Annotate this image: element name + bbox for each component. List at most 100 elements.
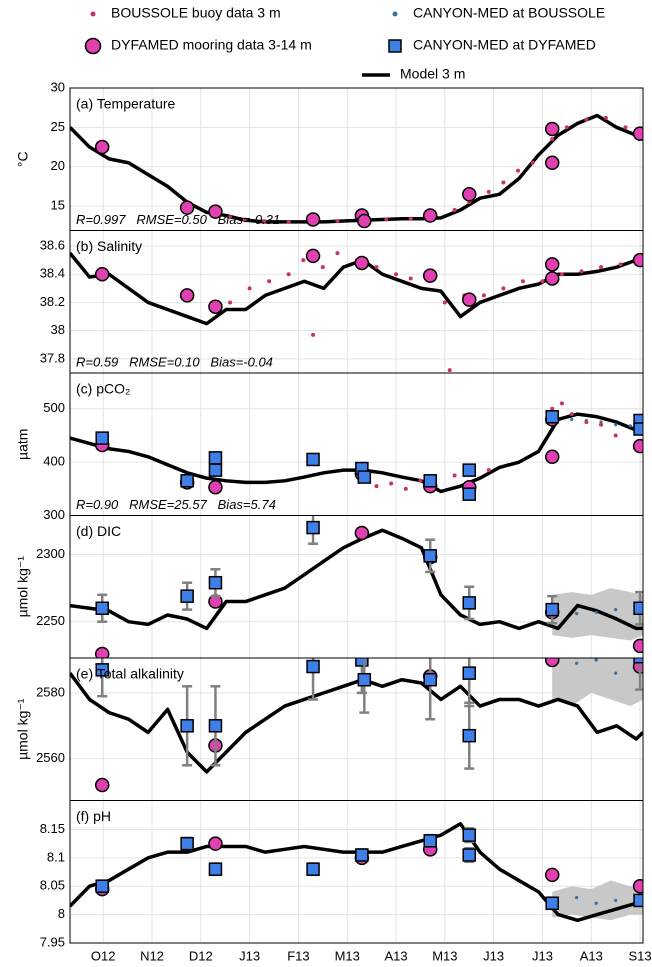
legend-item: Model 3 m [362, 66, 465, 82]
panel-bg [70, 230, 643, 373]
canyon-point [614, 898, 618, 903]
plot-area [70, 822, 643, 923]
buoy-point [247, 286, 252, 291]
mooring-point [544, 257, 560, 272]
legend-item: CANYON-MED at BOUSSOLE [392, 5, 605, 21]
uncertainty-band [552, 658, 643, 707]
legend-label: BOUSSOLE buoy data 3 m [111, 5, 281, 21]
x-tick-label: S13 [629, 948, 652, 963]
canyon-point [614, 423, 618, 427]
legend-swatch [388, 39, 402, 53]
canyon-square [180, 589, 194, 603]
canyon-square [545, 896, 559, 911]
canyon-square [633, 422, 643, 436]
buoy-point [447, 368, 452, 373]
mooring-point [179, 288, 195, 303]
x-tick-label: J13 [239, 948, 260, 963]
buoy-point [442, 300, 447, 305]
y-tick-label: 300 [43, 507, 65, 522]
canyon-point [575, 612, 579, 616]
panel-label: (d) DIC [76, 523, 121, 539]
canyon-square [633, 658, 643, 664]
y-tick-label: 38.2 [40, 294, 65, 309]
buoy-point [501, 286, 506, 291]
x-tick-label: D12 [189, 948, 213, 963]
buoy-point [530, 160, 535, 165]
mooring-point [544, 658, 560, 668]
canyon-square [180, 474, 194, 488]
canyon-point [594, 658, 598, 662]
y-tick-label: 38.4 [40, 266, 65, 281]
legend-item: CANYON-MED at DYFAMED [388, 37, 596, 53]
plot-area [70, 401, 643, 501]
buoy-point [228, 300, 233, 305]
canyon-point [599, 420, 603, 424]
mooring-point [305, 212, 321, 227]
buoy-point [286, 272, 291, 277]
buoy-point [579, 269, 584, 274]
x-tick-label: A13 [384, 948, 407, 963]
canyon-point [614, 671, 618, 675]
error-bar [635, 658, 643, 691]
legend-label: Model 3 m [400, 66, 465, 82]
y-tick-label: 2250 [36, 613, 65, 628]
mooring-point [94, 266, 110, 282]
mooring-point [422, 208, 438, 223]
buoy-point [374, 484, 379, 489]
buoy-point [408, 276, 413, 281]
buoy-point [403, 486, 408, 491]
canyon-square [423, 834, 437, 848]
canyon-square [462, 666, 476, 680]
x-tick-label: A13 [580, 948, 603, 963]
buoy-point [408, 216, 413, 221]
buoy-point [550, 406, 555, 411]
uncertainty-band [552, 880, 643, 921]
y-tick-label: 8 [58, 906, 65, 921]
canyon-point [628, 424, 632, 428]
buoy-point [262, 219, 267, 224]
buoy-point [311, 332, 316, 337]
buoy-point [335, 219, 340, 224]
canyon-square [462, 728, 476, 743]
canyon-square [180, 719, 194, 733]
y-tick-label: 37.8 [40, 350, 65, 365]
y-tick-label: 500 [43, 400, 65, 415]
legend-swatch [90, 11, 96, 17]
canyon-square [633, 893, 643, 908]
canyon-point [614, 608, 618, 612]
y-tick-label: 30 [51, 79, 65, 94]
mooring-point [208, 299, 223, 314]
canyon-square [355, 658, 369, 667]
stats-annotation: R=0.59 RMSE=0.10 Bias=-0.04 [76, 354, 273, 369]
mooring-point [461, 292, 477, 307]
canyon-point [570, 417, 574, 422]
canyon-square [208, 451, 223, 465]
buoy-point [623, 125, 628, 130]
canyon-square [545, 410, 559, 424]
mooring-point [354, 255, 370, 271]
x-tick-label: O12 [91, 948, 116, 963]
legend-item: BOUSSOLE buoy data 3 m [90, 5, 281, 21]
mooring-point [544, 155, 560, 171]
panel-label: (b) Salinity [76, 238, 142, 254]
canyon-square [462, 848, 476, 862]
canyon-square [462, 828, 476, 842]
mooring-point [94, 777, 110, 793]
buoy-point [584, 117, 589, 122]
canyon-square [306, 862, 320, 876]
buoy-point [320, 265, 325, 270]
canyon-square [208, 463, 223, 477]
mooring-point [632, 878, 643, 894]
y-tick-label: 25 [51, 119, 65, 134]
mooring-point [544, 867, 560, 883]
buoy-point [228, 215, 233, 220]
buoy-point [501, 180, 506, 185]
buoy-point [452, 473, 457, 478]
canyon-square [355, 848, 369, 862]
canyon-square [306, 452, 320, 467]
canyon-square [462, 463, 476, 477]
buoy-point [486, 468, 491, 473]
y-axis-label: µatm [15, 429, 31, 460]
mooring-point [461, 187, 477, 202]
y-tick-label: 7.95 [40, 934, 65, 949]
